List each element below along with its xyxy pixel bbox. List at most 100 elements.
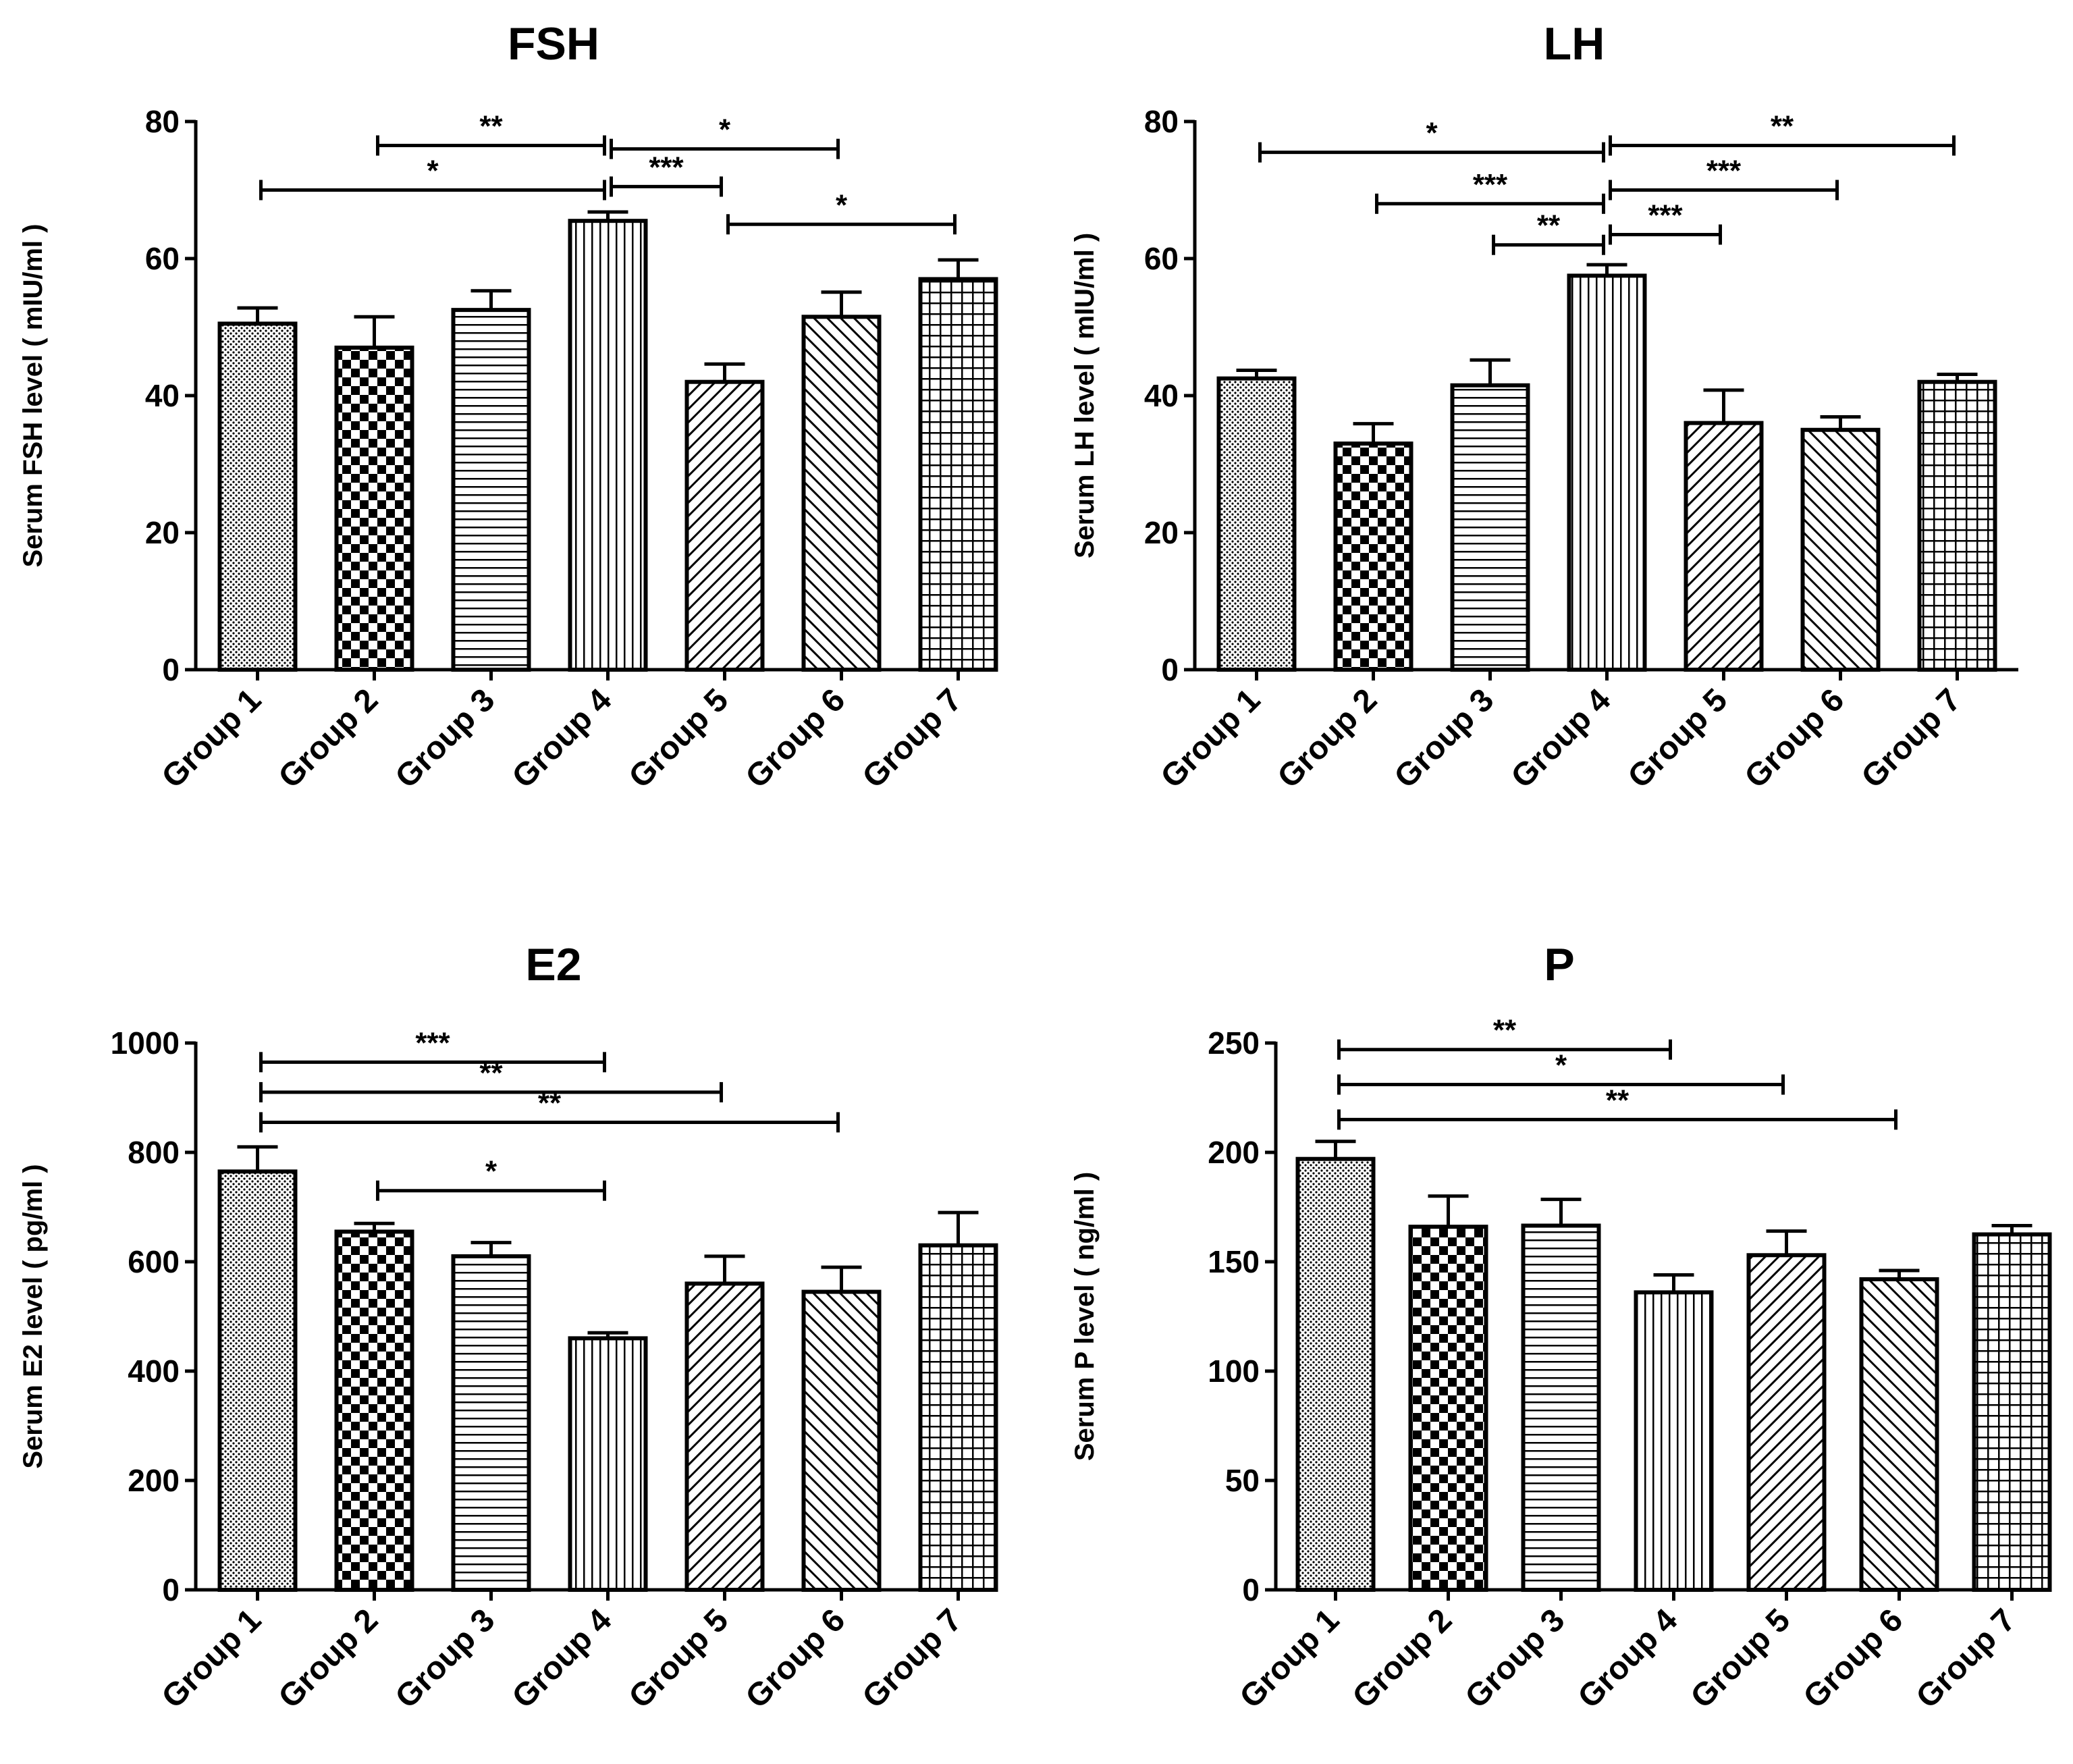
y-tick-label: 400 xyxy=(128,1354,180,1389)
y-tick-label: 60 xyxy=(145,241,180,276)
y-tick-label: 20 xyxy=(145,515,180,550)
bar-group-1 xyxy=(217,1169,298,1592)
bar-group-5 xyxy=(1684,421,1764,672)
y-tick-label: 60 xyxy=(1144,241,1179,276)
bar-group-6 xyxy=(1859,1277,1939,1593)
chart-panel-fsh: FSH Serum FSH level ( mIU/ml ) 0 20 40 60 80 Gr… xyxy=(18,18,998,795)
x-category-label: Group 3 xyxy=(389,682,502,795)
bar-group-4 xyxy=(1567,273,1647,672)
y-tick-label: 200 xyxy=(1208,1135,1260,1170)
bar-group-6 xyxy=(801,1289,882,1593)
y-tick-label: 250 xyxy=(1208,1025,1260,1061)
x-category-label: Group 2 xyxy=(272,1602,385,1715)
significance-label: * xyxy=(427,155,439,188)
significance-label: * xyxy=(485,1155,497,1188)
significance-label: ** xyxy=(538,1086,562,1119)
x-category-label: Group 4 xyxy=(1505,682,1618,795)
significance-label: * xyxy=(1555,1049,1567,1082)
x-category-label: Group 5 xyxy=(1621,682,1735,795)
x-category-label: Group 7 xyxy=(1855,682,1968,795)
y-tick-label: 50 xyxy=(1225,1463,1260,1498)
bar-group-7 xyxy=(918,277,998,672)
y-axis-label: Serum P level ( ng/ml ) xyxy=(1070,1172,1100,1461)
bar-group-1 xyxy=(1295,1156,1376,1592)
significance-label: ** xyxy=(1493,1014,1517,1047)
significance-label: ** xyxy=(479,1057,503,1090)
bar-group-4 xyxy=(1634,1290,1714,1592)
bar-group-5 xyxy=(684,1281,765,1593)
x-category-label: Group 1 xyxy=(155,682,269,795)
x-category-label: Group 6 xyxy=(1797,1602,1910,1715)
significance-label: ** xyxy=(1537,209,1561,242)
bar-group-7 xyxy=(1917,379,1997,672)
y-tick-label: 20 xyxy=(1144,515,1179,550)
y-tick-label: 40 xyxy=(145,378,180,413)
chart-panel-lh: LH Serum LH level ( mIU/ml ) 0 20 40 60 80 Grou… xyxy=(1070,18,2018,795)
significance-label: * xyxy=(836,188,848,221)
x-category-label: Group 1 xyxy=(1154,682,1268,795)
bar-group-4 xyxy=(568,219,648,672)
y-axis-label: Serum E2 level ( pg/ml ) xyxy=(18,1164,48,1468)
bar-group-2 xyxy=(1408,1225,1488,1593)
y-tick-label: 1000 xyxy=(111,1025,180,1061)
bar-group-7 xyxy=(918,1243,998,1592)
bar-group-6 xyxy=(1800,427,1881,672)
bar-group-4 xyxy=(568,1336,648,1593)
x-category-label: Group 1 xyxy=(1233,1602,1347,1715)
x-category-label: Group 7 xyxy=(1910,1602,2023,1715)
x-category-label: Group 2 xyxy=(272,682,385,795)
chart-title: FSH xyxy=(508,18,599,70)
significance-label: ** xyxy=(1771,110,1794,143)
y-tick-label: 40 xyxy=(1144,378,1179,413)
chart-title: LH xyxy=(1544,18,1605,70)
bar-group-2 xyxy=(334,345,414,672)
significance-label: *** xyxy=(1648,198,1683,232)
chart-title: P xyxy=(1544,939,1574,990)
x-category-label: Group 7 xyxy=(856,682,969,795)
chart-panel-e2: E2 Serum E2 level ( pg/ml ) 0 200 400 600 800 1… xyxy=(18,939,998,1715)
significance-label: * xyxy=(1426,117,1438,150)
y-tick-label: 80 xyxy=(145,104,180,139)
bar-group-2 xyxy=(1333,442,1414,672)
x-category-label: Group 4 xyxy=(1571,1602,1685,1715)
significance-label: *** xyxy=(1706,155,1742,188)
y-tick-label: 200 xyxy=(128,1463,180,1498)
chart-title: E2 xyxy=(525,939,581,990)
bar-group-5 xyxy=(684,379,765,672)
y-tick-label: 600 xyxy=(128,1244,180,1279)
x-category-label: Group 3 xyxy=(1459,1602,1572,1715)
x-category-label: Group 1 xyxy=(155,1602,269,1715)
y-tick-label: 100 xyxy=(1208,1354,1260,1389)
bar-group-1 xyxy=(217,321,298,672)
significance-label: ** xyxy=(1606,1084,1630,1117)
x-category-label: Group 5 xyxy=(1684,1602,1798,1715)
y-axis-label: Serum FSH level ( mIU/ml ) xyxy=(18,223,48,567)
x-category-label: Group 6 xyxy=(1738,682,1852,795)
x-category-label: Group 5 xyxy=(622,682,736,795)
bar-group-5 xyxy=(1746,1253,1827,1593)
significance-label: ** xyxy=(479,110,503,143)
y-tick-label: 0 xyxy=(1161,652,1179,687)
x-category-label: Group 6 xyxy=(739,1602,853,1715)
bar-group-3 xyxy=(1450,383,1530,672)
significance-label: *** xyxy=(1473,168,1508,201)
bar-group-7 xyxy=(1972,1232,2052,1592)
bar-group-2 xyxy=(334,1229,414,1592)
significance-label: *** xyxy=(649,151,684,184)
x-category-label: Group 4 xyxy=(506,682,619,795)
x-category-label: Group 3 xyxy=(1388,682,1501,795)
y-tick-label: 150 xyxy=(1208,1244,1260,1279)
bar-group-3 xyxy=(1521,1223,1601,1593)
chart-panel-p: P Serum P level ( ng/ml ) 0 50 100 150 200 250 G… xyxy=(1070,939,2052,1715)
bar-group-6 xyxy=(801,315,882,672)
y-tick-label: 0 xyxy=(162,652,180,687)
x-category-label: Group 2 xyxy=(1346,1602,1459,1715)
x-category-label: Group 3 xyxy=(389,1602,502,1715)
significance-label: *** xyxy=(415,1026,450,1059)
y-axis-label: Serum LH level ( mIU/ml ) xyxy=(1070,233,1100,558)
y-tick-label: 0 xyxy=(1242,1572,1260,1607)
y-tick-label: 80 xyxy=(1144,104,1179,139)
x-category-label: Group 5 xyxy=(622,1602,736,1715)
